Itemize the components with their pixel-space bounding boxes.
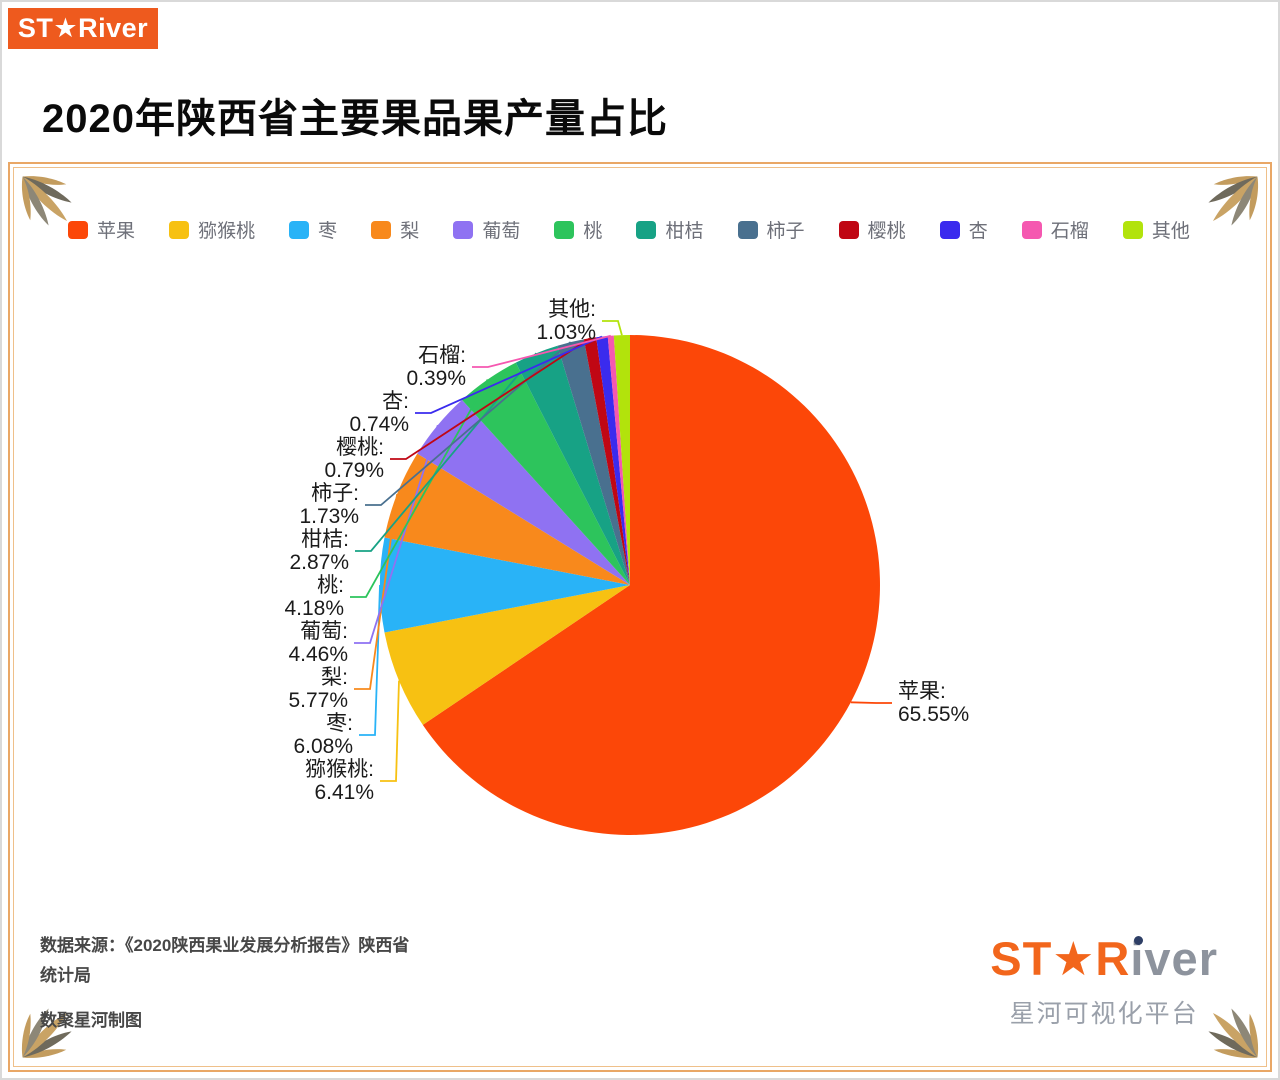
legend-label: 梨 <box>400 221 420 242</box>
watermark-i-dot <box>1134 936 1144 945</box>
legend-item-11[interactable]: 其他 <box>1122 216 1190 243</box>
legend-item-1[interactable]: 猕猴桃 <box>169 216 255 243</box>
corner-leaf-decoration <box>1208 176 1259 226</box>
legend-swatch <box>169 220 190 239</box>
legend-label: 柑桔 <box>665 221 704 242</box>
legend-swatch <box>554 220 575 239</box>
legend-item-5[interactable]: 桃 <box>554 216 602 243</box>
pie-slice-杏[interactable] <box>596 336 630 585</box>
legend-label: 苹果 <box>97 221 136 242</box>
page-title: 2020年陕西省主要果品果产量占比 <box>42 97 668 141</box>
legend-swatch <box>289 220 310 239</box>
legend-label: 其他 <box>1151 221 1190 242</box>
data-source-text: 数据来源：《2020陕西果业发展分析报告》陕西省统计局 <box>40 935 410 985</box>
legend-swatch <box>68 220 88 239</box>
watermark-logo-gray: iver <box>1130 932 1218 985</box>
legend-label: 葡萄 <box>482 221 521 242</box>
data-source-block: 数据来源：《2020陕西果业发展分析报告》陕西省统计局 数聚星河制图 <box>40 931 415 1036</box>
legend-item-2[interactable]: 枣 <box>289 216 337 243</box>
legend-label: 猕猴桃 <box>198 221 256 242</box>
legend-label: 樱桃 <box>867 221 906 242</box>
legend-swatch <box>371 220 392 239</box>
legend-swatch <box>1122 220 1143 239</box>
legend-label: 桃 <box>583 221 603 242</box>
brand-logo-text: ST★River <box>17 13 149 43</box>
watermark-logo-orange: ST★R <box>990 932 1131 985</box>
corner-leaf-decoration <box>21 1008 72 1058</box>
legend-item-4[interactable]: 葡萄 <box>453 216 520 243</box>
legend-item-8[interactable]: 樱桃 <box>838 216 906 243</box>
legend-item-7[interactable]: 柿子 <box>737 216 805 243</box>
legend-item-6[interactable]: 柑桔 <box>636 216 703 243</box>
credit-text: 数聚星河制图 <box>40 1011 142 1031</box>
legend-label: 石榴 <box>1050 221 1089 242</box>
legend: 苹果 猕猴桃 枣 梨 葡萄 桃 柑桔 柿子 樱桃 杏 石榴 其他 <box>68 216 1190 243</box>
legend-label: 柿子 <box>766 221 805 242</box>
legend-swatch <box>1021 220 1042 239</box>
legend-item-0[interactable]: 苹果 <box>68 216 135 243</box>
pie-slice-石榴[interactable] <box>607 335 630 586</box>
pie-slice-猕猴桃[interactable] <box>384 585 631 725</box>
pie-slice-苹果[interactable] <box>422 335 880 835</box>
legend-label: 枣 <box>318 221 338 242</box>
legend-swatch <box>453 220 474 239</box>
legend-swatch <box>939 220 960 239</box>
legend-item-10[interactable]: 石榴 <box>1021 216 1089 243</box>
corner-leaf-decoration <box>21 176 72 226</box>
chart-panel: 苹果 猕猴桃 枣 梨 葡萄 桃 柑桔 柿子 樱桃 杏 石榴 其他 数据来源：《2020陕西果业发展分析… <box>8 162 1272 1072</box>
watermark: ST★River 星河可视化平台 <box>990 931 1218 1030</box>
legend-item-9[interactable]: 杏 <box>939 216 988 243</box>
watermark-logo: ST★River <box>990 931 1218 987</box>
legend-swatch <box>838 220 859 239</box>
corner-leaf-decoration <box>1208 1008 1259 1058</box>
pie-slice-其他[interactable] <box>613 334 630 585</box>
watermark-subtitle: 星河可视化平台 <box>1009 1000 1199 1028</box>
legend-item-3[interactable]: 梨 <box>371 216 419 243</box>
legend-label: 杏 <box>968 221 988 242</box>
brand-logo-badge: ST★River <box>8 8 158 49</box>
legend-swatch <box>636 220 657 239</box>
legend-swatch <box>737 220 758 239</box>
